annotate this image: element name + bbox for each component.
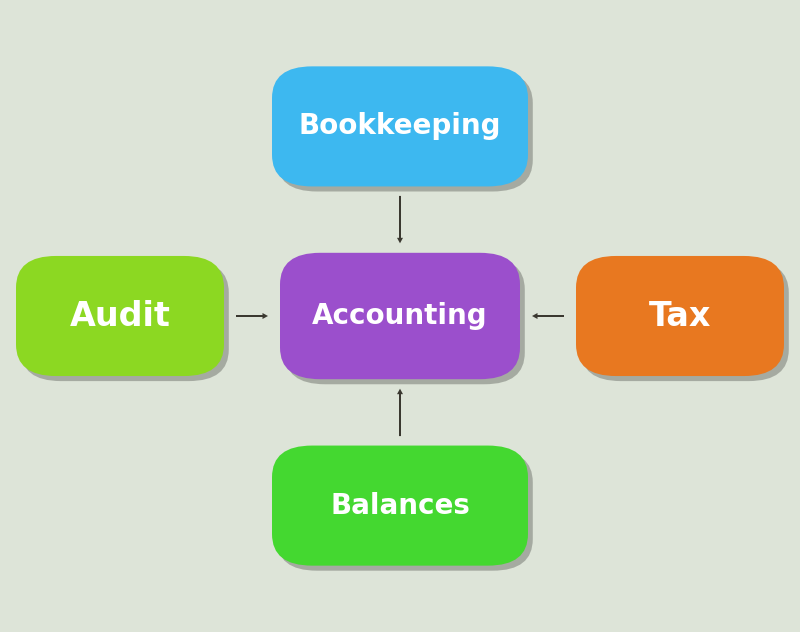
FancyBboxPatch shape: [581, 261, 789, 381]
FancyBboxPatch shape: [16, 256, 224, 376]
FancyBboxPatch shape: [272, 66, 528, 186]
Polygon shape: [532, 313, 564, 319]
Text: Tax: Tax: [649, 300, 711, 332]
FancyBboxPatch shape: [576, 256, 784, 376]
Text: Balances: Balances: [330, 492, 470, 520]
FancyBboxPatch shape: [285, 258, 525, 384]
FancyBboxPatch shape: [280, 253, 520, 379]
Polygon shape: [397, 389, 403, 436]
FancyBboxPatch shape: [277, 71, 533, 191]
Text: Bookkeeping: Bookkeeping: [298, 112, 502, 140]
FancyBboxPatch shape: [21, 261, 229, 381]
FancyBboxPatch shape: [277, 451, 533, 571]
Polygon shape: [236, 313, 268, 319]
FancyBboxPatch shape: [272, 446, 528, 566]
Text: Audit: Audit: [70, 300, 170, 332]
Polygon shape: [397, 196, 403, 243]
Text: Accounting: Accounting: [312, 302, 488, 330]
